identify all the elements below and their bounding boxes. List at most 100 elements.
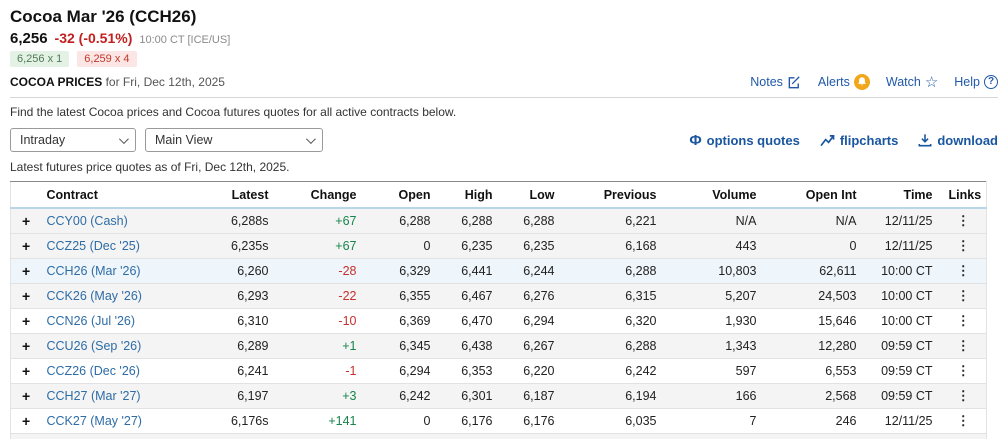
cell-contract: CCN26 (Jul '26) [38,308,197,334]
cell-change: +146 [276,433,365,439]
cell-latest: 6,288s [196,208,277,234]
expand-icon[interactable]: + [22,338,31,354]
cell-previous: 6,288 [562,333,665,359]
expand-icon[interactable]: + [22,288,31,304]
options-quotes-label: options quotes [706,132,800,148]
cell-expand: + [10,258,39,284]
expand-icon[interactable]: + [22,238,31,254]
cell-previous: 6,194 [562,383,665,409]
cell-time: 10:00 CT [864,308,941,334]
cell-open-int: 62,611 [764,258,865,284]
cell-latest: 6,176s [196,408,277,434]
bid-badge: 6,256 x 1 [10,51,70,67]
expand-icon[interactable]: + [22,388,31,404]
cell-links: ⋮ [940,308,987,334]
contract-link[interactable]: CCK26 (May '26) [46,289,142,303]
price-change: -32 (-0.51%) [54,30,133,46]
cell-previous: 6,168 [562,233,665,259]
table-row: + CCN27 (Jul '27) 6,159s +146 0 6,159 6,… [10,433,987,439]
cell-change: +1 [276,333,365,359]
col-links: Links [940,181,987,209]
cell-contract: CCK27 (May '27) [38,408,197,434]
cell-change: +67 [276,233,365,259]
contract-link[interactable]: CCH27 (Mar '27) [46,389,141,403]
alerts-link[interactable]: Alerts [818,74,870,90]
contract-link[interactable]: CCN26 (Jul '26) [46,314,136,328]
table-header-row: Contract Latest Change Open High Low Pre… [10,181,987,209]
cell-time: 12/11/25 [864,433,941,439]
watch-star-icon: ☆ [924,74,939,91]
cell-previous: 6,013 [562,433,665,439]
cell-low: 6,276 [500,283,563,309]
cell-volume: 443 [664,233,765,259]
cell-open-int: 104 [764,433,865,439]
links-menu-icon[interactable]: ⋮ [956,388,970,403]
help-link[interactable]: Help ? [954,75,998,89]
last-price: 6,256 [10,30,48,47]
cell-expand: + [10,308,39,334]
options-quotes-button[interactable]: Φ options quotes [689,132,799,149]
cell-expand: + [10,233,39,259]
links-menu-icon[interactable]: ⋮ [956,338,970,353]
cell-change: +3 [276,383,365,409]
view-select-value: Main View [155,133,213,147]
expand-icon[interactable]: + [22,363,31,379]
contract-link[interactable]: CCH26 (Mar '26) [46,264,141,278]
links-menu-icon[interactable]: ⋮ [956,238,970,253]
expand-icon[interactable]: + [22,413,31,429]
alert-bell-icon [853,74,870,90]
intro-text: Find the latest Cocoa prices and Cocoa f… [10,105,457,119]
table-row-current-contract: + CCH26 (Mar '26) 6,260 -28 6,329 6,441 … [10,258,987,284]
cell-open: 6,369 [364,308,439,334]
frequency-select-value: Intraday [20,133,66,147]
table-row: + CCK26 (May '26) 6,293 -22 6,355 6,467 … [10,283,987,309]
links-menu-icon[interactable]: ⋮ [956,363,970,378]
links-menu-icon[interactable]: ⋮ [956,413,970,428]
futures-quotes-table: Contract Latest Change Open High Low Pre… [10,181,987,439]
flipcharts-button[interactable]: flipcharts [820,133,898,148]
cell-open: 6,329 [364,258,439,284]
frequency-select[interactable]: Intraday [10,128,136,152]
controls-bar: Intraday Main View Φ options quotes flip… [10,128,998,152]
cell-volume: 1,930 [664,308,765,334]
cell-volume: 7 [664,408,765,434]
notes-link[interactable]: Notes [750,75,802,90]
col-open: Open [364,181,439,209]
contract-link[interactable]: CCZ26 (Dec '26) [46,364,140,378]
download-icon [918,133,932,147]
cell-time: 12/11/25 [864,208,941,234]
cell-latest: 6,159s [196,433,277,439]
view-select[interactable]: Main View [145,128,323,152]
cell-high: 6,467 [438,283,501,309]
cell-expand: + [10,433,39,439]
cell-links: ⋮ [940,258,987,284]
notes-label: Notes [750,75,783,89]
cell-expand: + [10,408,39,434]
cell-high: 6,470 [438,308,501,334]
col-high: High [438,181,501,209]
contract-link[interactable]: CCZ25 (Dec '25) [46,239,140,253]
contract-link[interactable]: CCY00 (Cash) [46,214,128,228]
quotes-caption: Latest futures price quotes as of Fri, D… [10,160,290,174]
links-menu-icon[interactable]: ⋮ [956,263,970,278]
table-row: + CCZ26 (Dec '26) 6,241 -1 6,294 6,353 6… [10,358,987,384]
links-menu-icon[interactable]: ⋮ [956,213,970,228]
expand-icon[interactable]: + [22,313,31,329]
cell-open-int: 246 [764,408,865,434]
contract-link[interactable]: CCK27 (May '27) [46,414,142,428]
expand-icon[interactable]: + [22,213,31,229]
table-actions: Φ options quotes flipcharts download [689,132,998,149]
cell-time: 12/11/25 [864,233,941,259]
contract-link[interactable]: CCU26 (Sep '26) [46,339,142,353]
download-button[interactable]: download [918,133,998,148]
cell-high: 6,288 [438,208,501,234]
flipcharts-icon [820,134,835,147]
cell-previous: 6,320 [562,308,665,334]
cell-low: 6,187 [500,383,563,409]
cell-open: 6,355 [364,283,439,309]
expand-icon[interactable]: + [22,263,31,279]
links-menu-icon[interactable]: ⋮ [956,288,970,303]
watch-link[interactable]: Watch ☆ [886,73,938,91]
links-menu-icon[interactable]: ⋮ [956,313,970,328]
cell-contract: CCU26 (Sep '26) [38,333,197,359]
